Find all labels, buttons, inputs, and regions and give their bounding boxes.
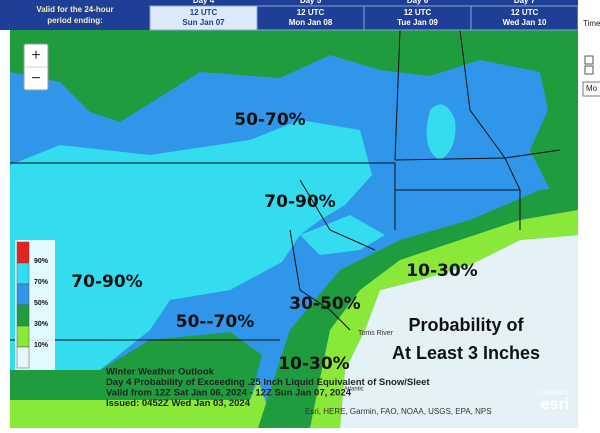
tab-date: Tue Jan 09 [397, 18, 438, 27]
side-panel [578, 0, 600, 428]
headline: Probability of [408, 315, 524, 335]
zone-30-50-south [10, 332, 262, 400]
select[interactable] [582, 81, 600, 97]
legend-swatch [16, 262, 30, 285]
tab[interactable] [470, 5, 579, 31]
zone-label: 10-30% [406, 261, 477, 281]
legend-label: 50% [34, 300, 49, 307]
tab-day: Day 6 [407, 0, 429, 5]
headline: At Least 3 Inches [392, 343, 540, 363]
legend-label: 30% [34, 321, 49, 328]
period-label: Valid for the 24-hour [36, 5, 113, 14]
caption-line: Valid from 12Z Sat Jan 06, 2024 - 12Z Su… [106, 388, 352, 399]
zone-label: 50--70% [176, 312, 254, 332]
zoom-out[interactable]: − [31, 70, 40, 87]
zoom-in[interactable]: + [31, 47, 40, 64]
zone-30-50-north [10, 30, 578, 200]
legend-label: 90% [34, 258, 49, 265]
attribution: Esri, HERE, Garmin, FAO, NOAA, USGS, EPA… [305, 407, 492, 416]
tab-time: 12 UTC [404, 8, 432, 17]
tab-day: Day 7 [514, 0, 536, 5]
legend-label: 70% [34, 279, 49, 286]
zone-label: 30-50% [289, 294, 360, 314]
zone-label: 70-90% [71, 272, 142, 292]
caption-line: Issued: 0452Z Wed Jan 03, 2024 [106, 398, 251, 409]
map [10, 29, 578, 428]
tab[interactable] [149, 5, 258, 31]
caption-line: Winter Weather Outlook [106, 367, 215, 378]
legend-swatch [16, 283, 30, 306]
select-text: Mo [586, 84, 598, 93]
logo-small: POWERED BY [538, 390, 573, 396]
legend-label: 10% [34, 342, 49, 349]
tab-day: Day 5 [300, 0, 322, 5]
legend-swatch [16, 241, 30, 264]
tab-time: 12 UTC [190, 8, 218, 17]
zone-label: 50-70% [234, 110, 305, 130]
zone-label: 70-90% [264, 192, 335, 212]
time-label: Time [583, 19, 600, 28]
tab[interactable] [256, 5, 365, 31]
tab[interactable] [363, 5, 472, 31]
zone-30-50-coast [258, 185, 578, 428]
zone-10-30-coast [310, 210, 578, 428]
zone-10-30-south [10, 380, 275, 428]
zone-label: 10-30% [278, 354, 349, 374]
tab-time: 12 UTC [511, 8, 539, 17]
checkbox[interactable] [584, 55, 594, 65]
legend-swatch [16, 304, 30, 327]
checkbox[interactable] [584, 65, 594, 75]
zone-70-90-blob [426, 104, 456, 160]
tab-date: Mon Jan 08 [289, 18, 333, 27]
logo: esri [541, 396, 569, 413]
legend-swatch [16, 346, 30, 369]
tab-time: 12 UTC [297, 8, 325, 17]
tab-date: Wed Jan 10 [503, 18, 547, 27]
legend-swatch [16, 325, 30, 348]
tab-day: Day 4 [193, 0, 215, 5]
period-label: period ending: [47, 16, 103, 25]
place-label: Atlantic [344, 387, 364, 393]
place-label: Toms River [358, 330, 394, 337]
zone-70-90 [10, 120, 372, 370]
caption-line: Day 4 Probability of Exceeding .25 Inch … [106, 377, 430, 388]
tab-date: Sun Jan 07 [182, 18, 225, 27]
